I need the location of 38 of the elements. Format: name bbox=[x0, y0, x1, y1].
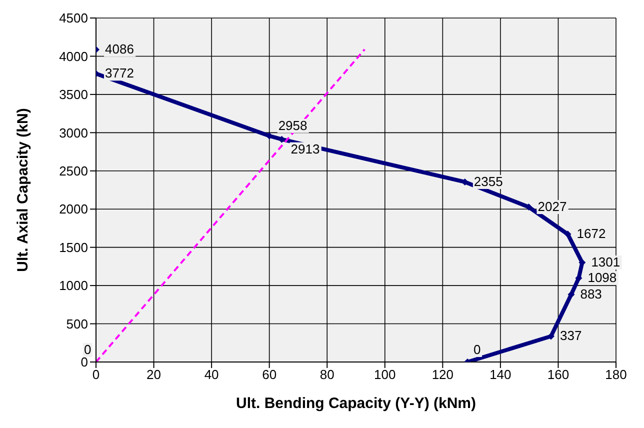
point bbox=[568, 291, 575, 298]
x-tick-label: 160 bbox=[547, 367, 570, 382]
data-label: 3772 bbox=[105, 66, 134, 81]
y-tick-label: 3000 bbox=[59, 125, 88, 140]
data-label: 2355 bbox=[474, 174, 503, 189]
y-tick-label: 1000 bbox=[59, 278, 88, 294]
data-label: 4086 bbox=[105, 42, 134, 57]
y-tick-label: 4000 bbox=[59, 48, 88, 64]
y-tick-label: 2500 bbox=[59, 164, 88, 179]
data-label: 883 bbox=[580, 286, 602, 302]
y-tick-label: 3500 bbox=[59, 87, 88, 102]
y-tick-label: 2000 bbox=[59, 202, 88, 217]
data-label: 2027 bbox=[538, 199, 567, 214]
data-label: 1672 bbox=[576, 226, 606, 242]
point bbox=[525, 204, 532, 211]
x-tick-label: 40 bbox=[204, 367, 219, 382]
data-label: 0 bbox=[474, 342, 481, 357]
y-tick-label: 4500 bbox=[59, 10, 88, 26]
data-label: 2913 bbox=[290, 141, 320, 156]
x-tick-label: 180 bbox=[605, 367, 627, 382]
data-label: 337 bbox=[560, 328, 582, 344]
point bbox=[564, 230, 572, 238]
x-tick-label: 140 bbox=[490, 367, 512, 382]
point bbox=[548, 332, 554, 340]
data-label: 1301 bbox=[591, 254, 620, 270]
x-tick-label: 120 bbox=[432, 367, 454, 382]
x-tick-label: 80 bbox=[320, 367, 334, 382]
y-tick-label: 0 bbox=[80, 354, 88, 370]
x-tick-label: 20 bbox=[146, 367, 162, 382]
x-tick-label: 60 bbox=[262, 367, 277, 382]
data-label: 1098 bbox=[588, 270, 617, 286]
data-label: 2958 bbox=[278, 118, 308, 133]
y-axis-title: Ult. Axial Capacity (kN) bbox=[14, 108, 32, 272]
x-tick-label: 100 bbox=[374, 367, 396, 382]
y-tick-label: 1500 bbox=[59, 240, 88, 255]
x-axis-title: Ult. Bending Capacity (Y-Y) (kNm) bbox=[236, 395, 476, 412]
y-tick-label: 500 bbox=[66, 316, 88, 332]
x-tick-label: 0 bbox=[92, 367, 100, 382]
